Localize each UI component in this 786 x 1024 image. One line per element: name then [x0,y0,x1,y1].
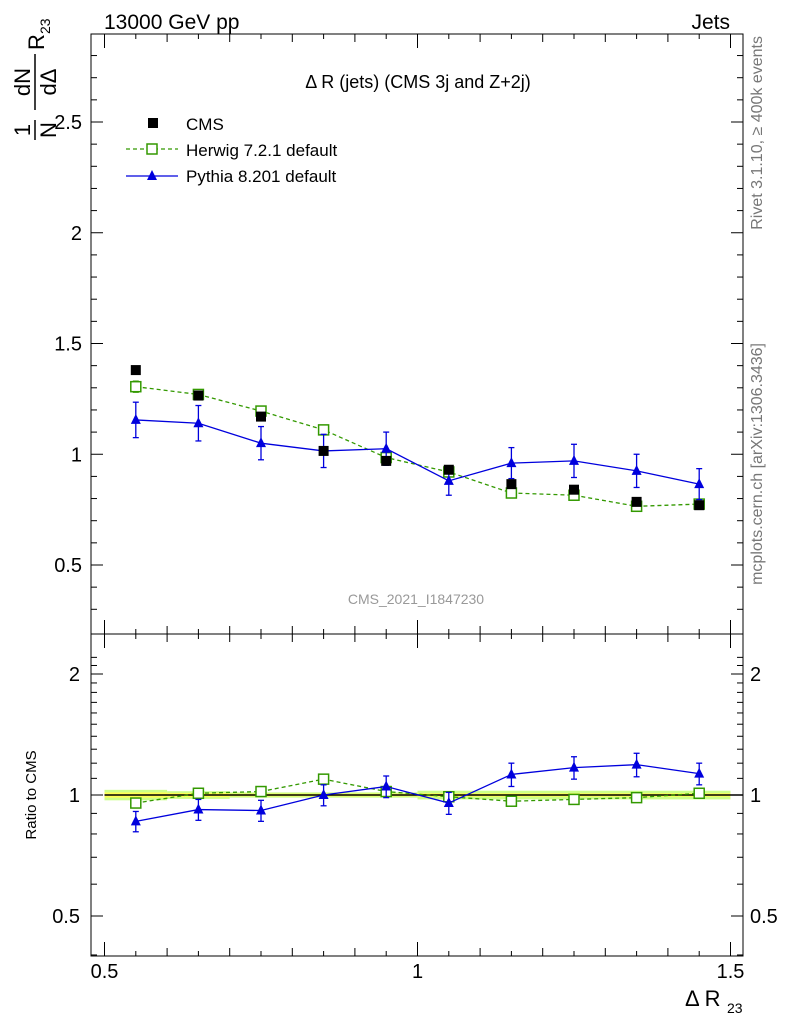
series-line-pythia [136,420,699,484]
series-data [131,365,704,510]
point-pythia [131,414,141,424]
point-herwig [319,425,329,435]
mcplots-label: mcplots.cern.ch [arXiv:1306.3436] [749,343,766,585]
svg-text:N: N [36,122,61,138]
svg-text:dΔ: dΔ [36,68,61,95]
main-ytick-label: 1 [71,444,82,466]
point-herwig [256,787,266,797]
legend-item-cms: CMS [148,115,224,134]
point-data [632,497,642,507]
point-data [131,365,141,375]
legend-label-herwig: Herwig 7.2.1 default [186,141,337,160]
point-pythia [193,804,203,814]
main-ytick-label: 2 [71,223,82,245]
point-data [319,446,329,456]
x-tick-label: 0.5 [91,961,119,983]
svg-text:R: R [24,34,49,50]
point-herwig [506,488,516,498]
ratio-ylabel: Ratio to CMS [23,750,40,839]
point-herwig [506,796,516,806]
point-pythia [381,443,391,453]
rivet-label: Rivet 3.1.10, ≥ 400k events [749,36,766,230]
point-pythia [506,457,516,467]
x-axis-label: Δ R 23 [685,986,743,1016]
legend-label-cms: CMS [186,115,224,134]
point-herwig [131,382,141,392]
point-data [381,456,391,466]
ratio-ytick-label-right: 2 [750,664,761,686]
ratio-ytick-label-right: 0.5 [750,906,778,928]
point-herwig [131,798,141,808]
series-herwig [131,381,704,511]
point-data [694,500,704,510]
svg-text:dN: dN [10,68,35,96]
point-pythia [569,455,579,465]
point-data [444,465,454,475]
ratio-ytick-label-right: 1 [750,785,761,807]
main-panel: 0.511.522.5 Δ R (jets) (CMS 3j and Z+2j)… [10,18,743,634]
point-herwig [632,793,642,803]
point-pythia [193,417,203,427]
point-pythia [632,759,642,769]
point-data [506,479,516,489]
chart: 13000 GeV pp Jets Rivet 3.1.10, ≥ 400k e… [0,0,786,1024]
x-tick-label: 1.5 [717,961,745,983]
point-herwig [694,788,704,798]
ratio-ytick-label: 1 [69,785,80,807]
legend-item-pythia: Pythia 8.201 default [126,167,337,186]
point-data [569,485,579,495]
x-tick-label: 1 [412,961,423,983]
category-label: Jets [691,11,730,34]
point-herwig [193,788,203,798]
point-data [193,391,203,401]
point-herwig [569,794,579,804]
point-pythia [569,762,579,772]
point-pythia [381,780,391,790]
main-ytick-label: 1.5 [54,334,82,356]
svg-text:Δ R: Δ R [685,986,720,1011]
svg-text:1: 1 [10,124,35,136]
legend-item-herwig: Herwig 7.2.1 default [126,141,337,160]
point-herwig [319,774,329,784]
watermark: CMS_2021_I1847230 [348,591,484,607]
svg-text:23: 23 [727,1000,743,1016]
series-line-herwig [136,387,699,507]
ratio-ytick-label: 2 [69,664,80,686]
ratio-panel: 0.5 0.5 1 1 2 2 Ratio to CMS 0.5 1 1.5 Δ R 23 [23,634,778,1016]
chart-title: Δ R (jets) (CMS 3j and Z+2j) [305,72,531,92]
legend: CMS Herwig 7.2.1 default Pythia 8.201 de… [126,115,337,186]
main-ytick-label: 0.5 [54,555,82,577]
svg-text:23: 23 [37,18,53,34]
energy-label: 13000 GeV pp [104,11,239,34]
legend-label-pythia: Pythia 8.201 default [186,167,337,186]
ratio-ytick-label: 0.5 [52,906,80,928]
series-pythia [131,402,704,499]
point-data [256,412,266,422]
